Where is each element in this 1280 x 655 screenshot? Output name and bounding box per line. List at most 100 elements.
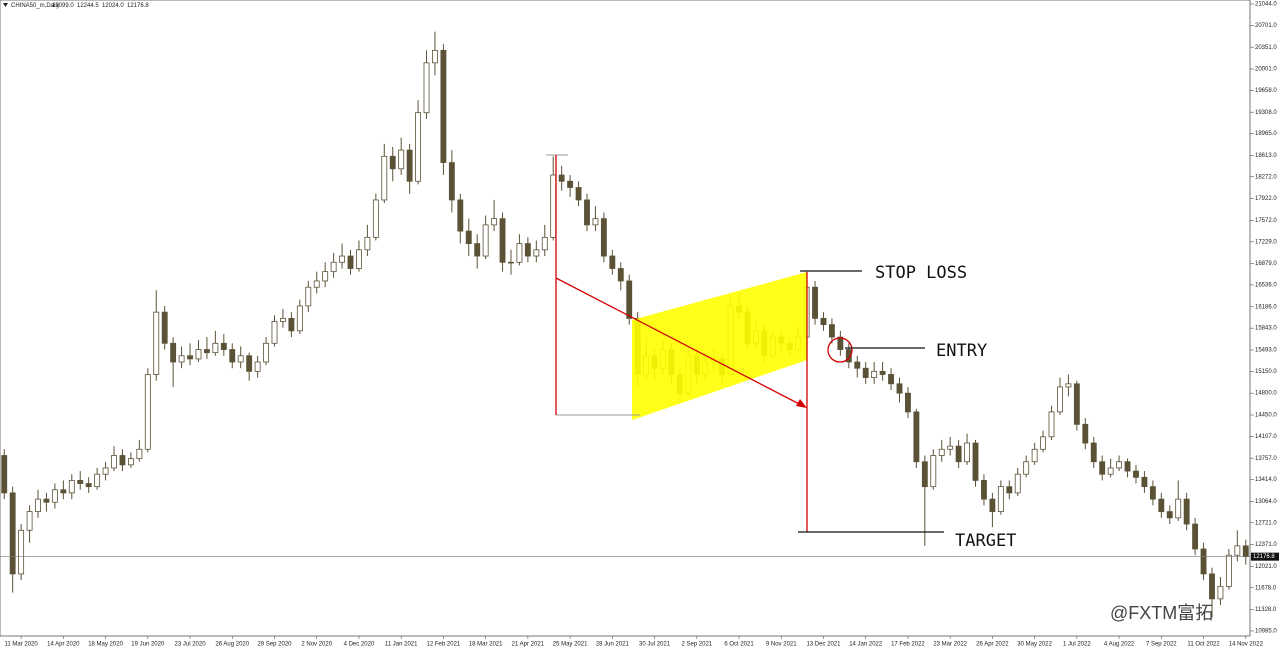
candle-body — [938, 448, 945, 456]
candle-body — [1200, 548, 1207, 575]
y-tick-label: 13414.0 — [1255, 477, 1277, 483]
stop-loss-label: STOP LOSS — [875, 263, 967, 283]
watermark: @FXTM富拓 — [1110, 603, 1213, 623]
candle-body — [161, 311, 168, 344]
candle-body — [981, 480, 987, 500]
y-tick-label: 21044.0 — [1255, 2, 1277, 8]
x-tick-label: 1 Jul 2022 — [1063, 642, 1091, 648]
candle-body — [94, 473, 101, 488]
candle-body — [178, 355, 185, 363]
x-tick-label: 11 Mar 2020 — [4, 642, 38, 648]
y-tick-label: 13064.0 — [1255, 499, 1277, 505]
candle-body — [1166, 511, 1173, 519]
header-value: 12024.0 — [102, 3, 124, 9]
x-tick-label: 11 Oct 2022 — [1187, 642, 1220, 648]
candle-body — [1073, 383, 1080, 425]
candle-body — [1192, 523, 1199, 550]
candle-body — [592, 218, 599, 226]
candle-body — [837, 336, 844, 350]
symbol: CHINA50_m,Daily — [11, 3, 60, 9]
candle-body — [263, 342, 269, 363]
y-tick-label: 18272.0 — [1255, 174, 1277, 180]
candle-body — [1158, 498, 1165, 512]
candle-body — [828, 324, 835, 338]
x-tick-label: 4 Aug 2022 — [1104, 642, 1135, 648]
y-tick-label: 17229.0 — [1255, 239, 1277, 245]
candle-body — [389, 155, 396, 170]
candle-body — [1006, 486, 1013, 494]
candle-body — [423, 62, 430, 114]
candle-body — [567, 180, 574, 188]
candle-body — [955, 445, 962, 463]
candle-body — [440, 49, 447, 163]
x-tick-label: 17 Feb 2022 — [891, 642, 925, 648]
candle-body — [482, 224, 489, 257]
candle-body — [43, 498, 50, 503]
candle-body — [516, 243, 523, 263]
y-tick-label: 17922.0 — [1255, 196, 1277, 202]
y-tick-label: 17572.0 — [1255, 218, 1277, 224]
candle-body — [845, 349, 852, 363]
candle-body — [1141, 476, 1148, 488]
entry-label: ENTRY — [936, 341, 987, 361]
candle-body — [170, 342, 177, 363]
candle-body — [1023, 461, 1030, 475]
candle-body — [127, 458, 134, 466]
candle-body — [288, 317, 295, 332]
candle-body — [254, 361, 261, 372]
candle-body — [499, 218, 506, 263]
candle-body — [339, 255, 345, 263]
candle-body — [812, 286, 818, 319]
y-tick-label: 10985.0 — [1255, 629, 1277, 635]
candle-body — [237, 355, 244, 363]
x-tick-label: 26 Aug 2020 — [215, 642, 249, 648]
candle-body — [1133, 470, 1139, 478]
candle-body — [879, 370, 886, 375]
y-tick-label: 12021.0 — [1255, 564, 1277, 570]
x-tick-label: 12 Feb 2021 — [427, 642, 461, 648]
candle-body — [60, 489, 67, 494]
candle-body — [144, 374, 151, 450]
x-tick-label: 4 Dec 2020 — [344, 642, 375, 648]
candle-body — [457, 199, 464, 232]
target-label: TARGET — [955, 531, 1016, 551]
x-tick-label: 14 Nov 2022 — [1229, 642, 1264, 648]
candle-body — [85, 483, 92, 488]
x-tick-label: 28 Jun 2021 — [596, 642, 630, 648]
candle-body — [541, 236, 548, 251]
x-tick-label: 21 Apr 2021 — [512, 642, 545, 648]
candle-body — [1031, 448, 1038, 463]
candle-body — [600, 218, 607, 257]
last-price-box — [1251, 552, 1279, 561]
y-tick-label: 14107.0 — [1255, 434, 1277, 440]
candle-body — [1242, 545, 1249, 558]
candle-body — [212, 342, 219, 354]
x-tick-label: 11 Jan 2021 — [385, 642, 418, 648]
y-tick-label: 20701.0 — [1255, 23, 1277, 29]
candle-body — [617, 268, 624, 282]
header-value: 12176.8 — [127, 3, 149, 9]
candle-body — [1183, 498, 1190, 525]
candle-body — [820, 317, 827, 326]
candle-body — [381, 155, 388, 201]
x-tick-label: 9 Nov 2021 — [766, 642, 797, 648]
candle-body — [372, 199, 379, 238]
candle-body — [1048, 411, 1055, 438]
y-tick-label: 14450.0 — [1255, 413, 1277, 419]
candle-body — [203, 349, 210, 354]
candle-body — [862, 367, 869, 378]
y-tick-label: 11678.0 — [1255, 585, 1277, 591]
candle-body — [947, 445, 954, 450]
candle-body — [1225, 554, 1232, 587]
candle-body — [356, 249, 362, 269]
y-tick-label: 15843.0 — [1255, 326, 1277, 332]
candle-body — [609, 255, 616, 269]
y-tick-label: 12721.0 — [1255, 520, 1277, 526]
x-tick-label: 26 Apr 2022 — [976, 642, 1009, 648]
x-tick-label: 6 Oct 2021 — [724, 642, 754, 648]
candle-body — [575, 187, 582, 201]
candle-body — [415, 112, 422, 182]
candle-body — [626, 280, 633, 319]
candle-body — [187, 355, 193, 360]
